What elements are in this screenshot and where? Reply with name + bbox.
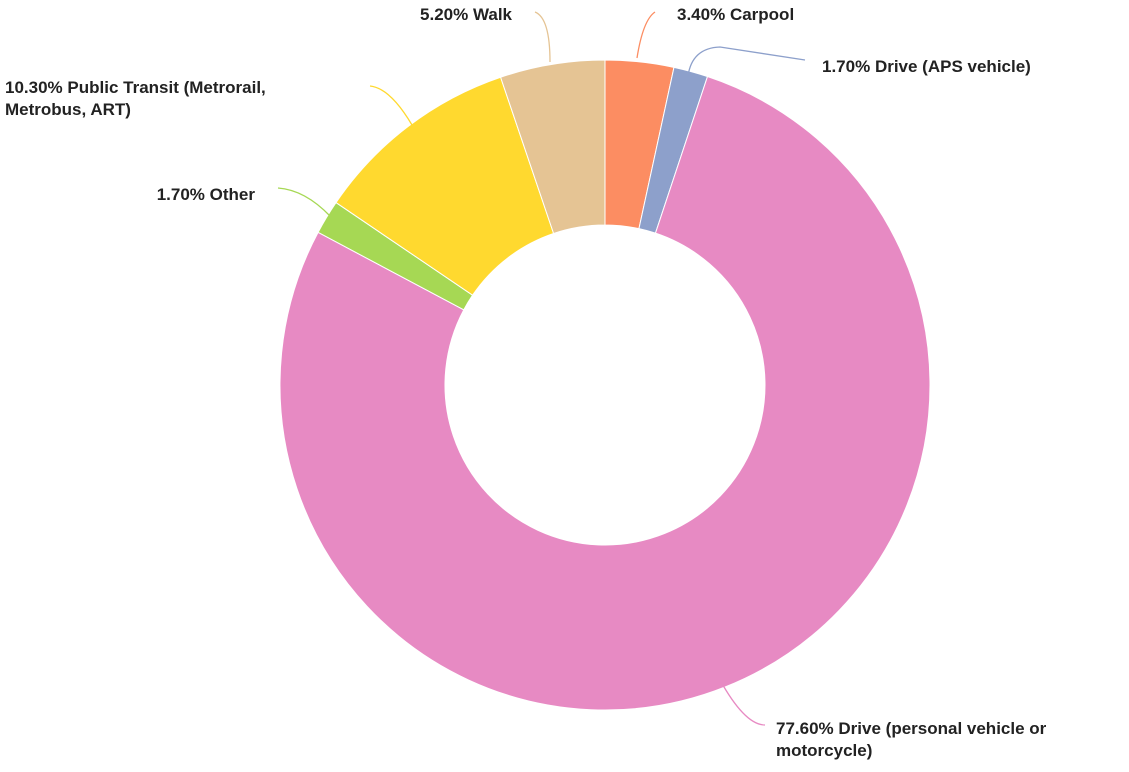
- value-label: 1.70%: [822, 57, 871, 76]
- slice-label: 1.70% Other: [60, 184, 255, 206]
- category-label: Drive (personal vehicle or motorcycle): [776, 719, 1047, 760]
- value-label: 3.40%: [677, 5, 726, 24]
- value-label: 5.20%: [420, 5, 469, 24]
- value-label: 1.70%: [156, 185, 205, 204]
- leader-line: [719, 679, 766, 726]
- slice-label: 5.20% Walk: [300, 4, 512, 26]
- slice: [335, 76, 555, 296]
- category-label: Public Transit (Metrorail, Metrobus, ART…: [5, 78, 266, 119]
- category-label: Other: [209, 185, 255, 204]
- value-label: 10.30%: [5, 78, 63, 97]
- category-label: Carpool: [729, 5, 795, 24]
- slice: [499, 59, 606, 235]
- slice-label: 77.60% Drive (personal vehicle or motorc…: [776, 718, 1129, 762]
- category-label: Walk: [472, 5, 512, 24]
- category-label: Drive (APS vehicle): [874, 57, 1031, 76]
- slice-label: 10.30% Public Transit (Metrorail, Metrob…: [5, 77, 335, 121]
- slice: [279, 75, 931, 711]
- slice-label: 1.70% Drive (APS vehicle): [822, 56, 1122, 78]
- leader-line: [687, 46, 806, 77]
- leader-line: [636, 11, 656, 59]
- leader-line: [534, 11, 551, 63]
- leader-line: [369, 85, 413, 126]
- leader-line: [277, 187, 331, 217]
- value-label: 77.60%: [776, 719, 834, 738]
- slice-label: 3.40% Carpool: [677, 4, 877, 26]
